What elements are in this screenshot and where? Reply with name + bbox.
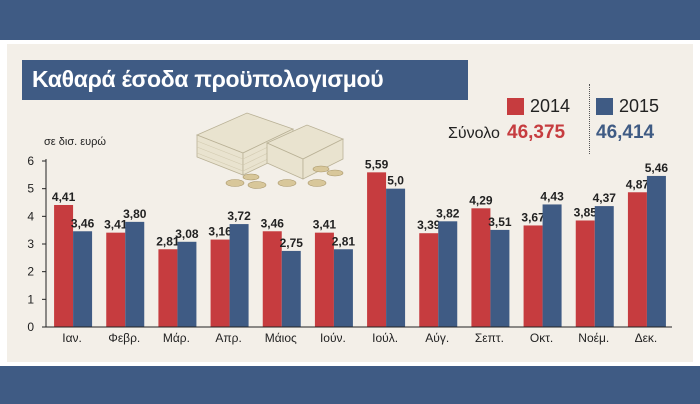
data-label-2015: 2,75 xyxy=(280,236,304,250)
total-value-2014: 46,375 xyxy=(507,122,566,143)
x-tick-label: Απρ. xyxy=(215,331,241,345)
data-label-2015: 4,37 xyxy=(593,191,617,205)
bar-2015 xyxy=(281,250,301,327)
legend-label-2014: 2014 xyxy=(530,95,571,116)
data-label-2015: 3,08 xyxy=(175,227,199,241)
bottom-band xyxy=(0,366,700,404)
data-label-2014: 4,41 xyxy=(52,190,76,204)
data-label-2014: 3,41 xyxy=(313,218,337,232)
bar-2015 xyxy=(333,249,353,327)
bar-2014 xyxy=(210,239,230,327)
bar-2014 xyxy=(575,220,595,327)
bar-2014 xyxy=(54,204,74,327)
x-tick-label: Δεκ. xyxy=(635,331,658,345)
y-tick-label: 4 xyxy=(27,209,34,223)
legend-item-2015: 2015 xyxy=(596,96,659,116)
bar-2015 xyxy=(594,206,614,327)
bar-2014 xyxy=(106,232,126,327)
data-label-2014: 4,29 xyxy=(469,193,493,207)
data-label-2014: 3,85 xyxy=(574,205,598,219)
bar-2015 xyxy=(229,224,249,327)
data-label-2015: 5,46 xyxy=(645,161,669,175)
bar-2015 xyxy=(73,231,93,327)
top-band xyxy=(0,0,700,40)
data-label-2015: 4,43 xyxy=(540,189,564,203)
data-label-2014: 3,67 xyxy=(521,210,545,224)
x-tick-label: Μάιος xyxy=(265,331,297,345)
x-tick-label: Νοέμ. xyxy=(578,331,609,345)
legend-item-2014: 2014 xyxy=(507,96,570,116)
bar-2014 xyxy=(471,208,491,327)
data-label-2015: 3,82 xyxy=(436,206,460,220)
total-label: Σύνολο xyxy=(448,125,500,142)
bar-2014 xyxy=(419,233,439,327)
bar-2015 xyxy=(542,204,562,327)
x-tick-label: Οκτ. xyxy=(530,331,553,345)
bar-2015 xyxy=(490,229,510,327)
legend-divider xyxy=(589,84,590,154)
data-label-2015: 5,0 xyxy=(387,174,404,188)
bar-2015 xyxy=(125,221,145,327)
x-tick-label: Ιούν. xyxy=(320,331,346,345)
x-tick-label: Μάρ. xyxy=(163,331,190,345)
bar-2014 xyxy=(158,249,178,327)
data-label-2015: 3,46 xyxy=(71,216,95,230)
x-tick-label: Ιαν. xyxy=(62,331,82,345)
y-tick-label: 5 xyxy=(27,182,34,196)
legend-swatch-2015 xyxy=(596,97,613,115)
data-label-2014: 3,46 xyxy=(261,216,285,230)
bar-2014 xyxy=(262,231,282,327)
data-label-2014: 3,41 xyxy=(104,218,128,232)
y-tick-label: 0 xyxy=(27,320,34,334)
y-tick-label: 3 xyxy=(27,237,34,251)
data-label-2014: 4,87 xyxy=(626,177,650,191)
data-label-2015: 3,72 xyxy=(227,209,251,223)
money-stack-icon xyxy=(195,112,344,189)
y-tick-label: 1 xyxy=(27,292,34,306)
x-tick-label: Ιούλ. xyxy=(372,331,398,345)
x-tick-label: Αύγ. xyxy=(425,331,449,345)
bar-2015 xyxy=(438,221,458,327)
bar-2015 xyxy=(386,188,406,327)
legend-label-2015: 2015 xyxy=(619,95,660,116)
bar-2014 xyxy=(314,232,334,327)
title-banner: Καθαρά έσοδα προϋπολογισμού xyxy=(22,60,468,100)
bar-2015 xyxy=(177,241,197,327)
bar-2014 xyxy=(367,172,387,327)
y-tick-label: 6 xyxy=(27,154,34,168)
data-label-2014: 2,81 xyxy=(156,234,180,248)
data-label-2014: 5,59 xyxy=(365,157,389,171)
x-tick-label: Φεβρ. xyxy=(108,331,140,345)
data-label-2015: 3,80 xyxy=(123,207,147,221)
data-label-2015: 3,51 xyxy=(488,215,512,229)
y-tick-label: 2 xyxy=(27,265,34,279)
total-value-2015: 46,414 xyxy=(596,122,655,143)
data-label-2014: 3,16 xyxy=(208,225,232,239)
x-tick-label: Σεπτ. xyxy=(475,331,504,345)
bar-2014 xyxy=(627,192,647,327)
chart-title: Καθαρά έσοδα προϋπολογισμού xyxy=(32,66,384,92)
bar-2014 xyxy=(523,225,543,327)
legend-swatch-2014 xyxy=(507,97,524,115)
data-label-2014: 3,39 xyxy=(417,218,441,232)
bar-2015 xyxy=(646,175,666,327)
y-axis-unit: σε δισ. ευρώ xyxy=(44,136,106,148)
data-label-2015: 2,81 xyxy=(332,234,356,248)
